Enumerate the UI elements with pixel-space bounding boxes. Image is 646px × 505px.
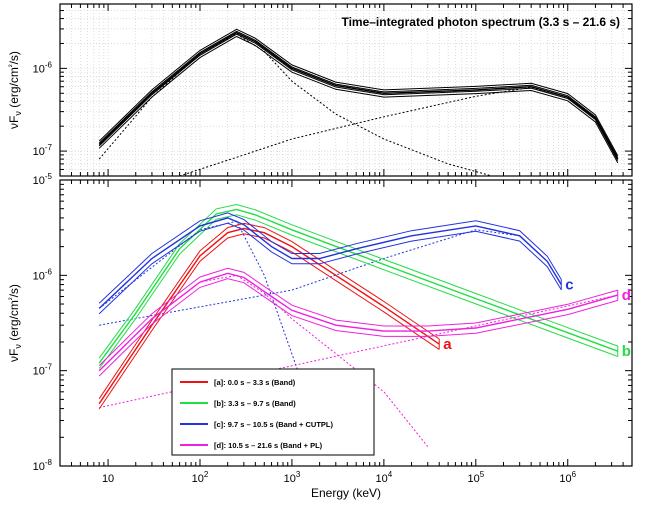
legend-label-d: [d]: 10.5 s – 21.6 s (Band + PL) [214, 441, 323, 450]
legend-label-a: [a]: 0.0 s – 3.3 s (Band) [214, 378, 296, 387]
top-frame [59, 3, 633, 177]
series-tag-c: c [565, 277, 573, 294]
legend-label-b: [b]: 3.3 s – 9.7 s (Band) [214, 399, 296, 408]
spectrum-line [98, 33, 619, 161]
y-tick-label: 10-6 [33, 267, 53, 282]
spectrum-line-d [98, 272, 618, 372]
chart-title: Time–integrated photon spectrum (3.3 s –… [341, 15, 620, 29]
top-y-axis-label: νFν (erg/cm²/s) [7, 51, 23, 129]
bottom-series-group [98, 203, 619, 447]
y-tick-label: 10-7 [33, 363, 53, 378]
spectrum-line-d [98, 267, 618, 366]
spectrum-line-c [98, 222, 562, 315]
spectrum-line-c [98, 212, 562, 304]
y-tick-label: 10-5 [33, 172, 53, 187]
x-tick-label: 105 [467, 470, 484, 485]
spectrum-line [98, 30, 619, 158]
series-tag-d: d [622, 287, 631, 304]
bottom-y-axis-label: νFν (erg/cm²/s) [7, 284, 23, 362]
x-tick-label: 103 [284, 470, 301, 485]
spectrum-line-a [98, 227, 440, 405]
top-series-group [98, 28, 619, 176]
spectrum-component [98, 33, 493, 176]
series-tag-b: b [622, 343, 631, 360]
y-tick-label: 10-7 [33, 143, 53, 158]
spectrum-component [98, 220, 309, 400]
bottom-panel: 10-5 10-6 10-7 10-8 νFν (erg/cm²/s) a b c d [a]: … [7, 172, 633, 473]
spectrum-line-a [98, 222, 440, 399]
y-tick-label: 10-6 [33, 60, 53, 75]
x-tick-label: 102 [192, 470, 209, 485]
x-tick-label: 106 [559, 470, 576, 485]
spectrum-line [98, 28, 619, 156]
spectrum-component [179, 86, 619, 176]
top-panel: 10-6 10-7 νFν (erg/cm²/s) Time–integrated p… [7, 3, 633, 177]
spectrum-line-c [98, 217, 562, 309]
y-tick-label: 10-8 [33, 458, 53, 473]
series-tag-a: a [443, 336, 452, 353]
x-tick-label: 104 [376, 470, 393, 485]
legend-box [171, 368, 375, 456]
x-axis-label: Energy (keV) [311, 486, 381, 500]
spectrum-line-b [98, 203, 618, 359]
spectrum-line-d [98, 278, 618, 377]
legend-label-c: [c]: 9.7 s – 10.5 s (Band + CUTPL) [214, 420, 333, 429]
legend: [a]: 0.0 s – 3.3 s (Band) [b]: 3.3 s – 9.… [171, 368, 375, 456]
spectrum-line [98, 35, 619, 164]
spectrum-line-b [98, 208, 619, 364]
spectrum-line-b [98, 214, 618, 369]
x-tick-label: 10 [102, 473, 114, 485]
bottom-frame [59, 179, 633, 467]
spectrum-component [99, 229, 562, 326]
